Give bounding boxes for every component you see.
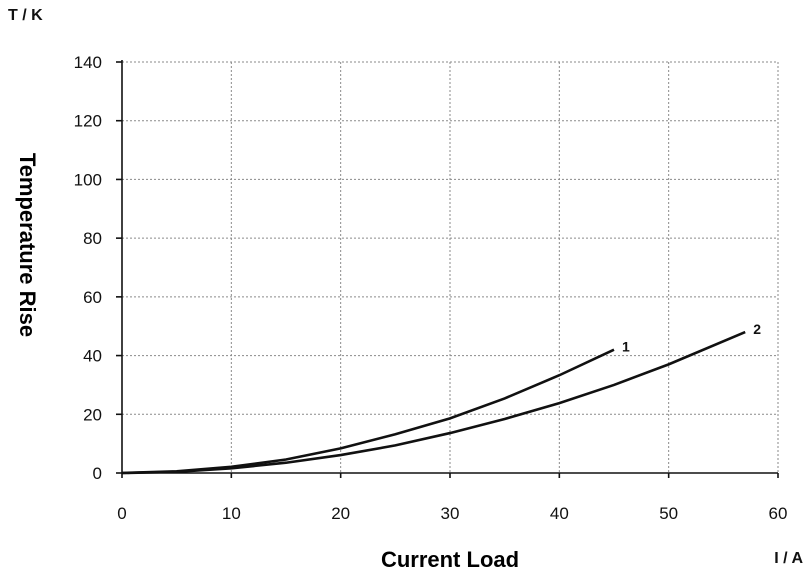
series-label-1: 1 <box>622 339 630 355</box>
x-tick-label-2: 20 <box>331 504 350 523</box>
x-tick-label-0: 0 <box>117 504 126 523</box>
series-line-1 <box>121 348 615 475</box>
x-tick-label-5: 50 <box>659 504 678 523</box>
y-tick-label-0: 0 <box>93 464 102 483</box>
x-tick-label-4: 40 <box>550 504 569 523</box>
y-unit-label: T / K <box>8 7 43 24</box>
y-tick-label-7: 140 <box>74 53 102 72</box>
grid-lines <box>121 61 779 474</box>
series-line-2 <box>121 330 746 475</box>
series-group: 12 <box>121 321 761 475</box>
y-tick-label-5: 100 <box>74 170 102 189</box>
x-tick-label-6: 60 <box>769 504 788 523</box>
y-tick-labels: 0 20 40 60 80 100 120 140 <box>74 53 102 483</box>
y-tick-label-4: 80 <box>83 229 102 248</box>
x-tick-labels: 0 10 20 30 40 50 60 <box>117 504 787 523</box>
x-tick-label-3: 30 <box>441 504 460 523</box>
y-axis-title: Temperature Rise <box>15 153 40 337</box>
y-tick-label-3: 60 <box>83 288 102 307</box>
series-label-2: 2 <box>753 321 761 337</box>
axes <box>116 60 779 478</box>
y-tick-label-6: 120 <box>74 112 102 131</box>
x-tick-label-1: 10 <box>222 504 241 523</box>
y-tick-label-2: 40 <box>83 347 102 366</box>
x-unit-label: I / A <box>774 550 803 567</box>
x-axis-title: Current Load <box>381 547 519 572</box>
y-tick-label-1: 20 <box>83 405 102 424</box>
